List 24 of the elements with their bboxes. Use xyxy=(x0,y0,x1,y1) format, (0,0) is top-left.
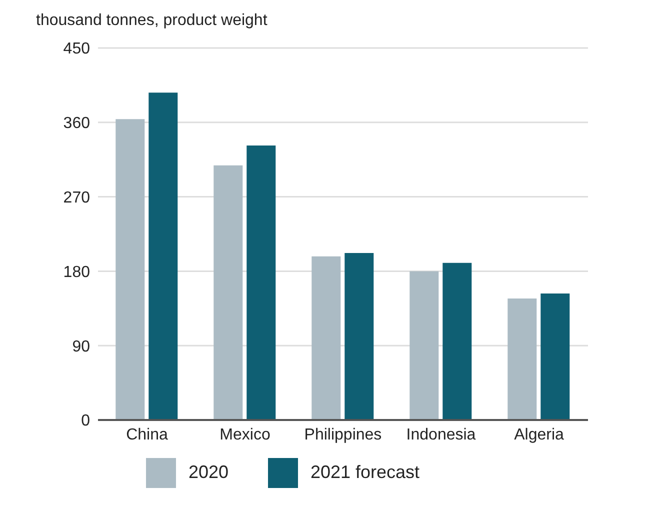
bar xyxy=(312,256,341,420)
bar xyxy=(442,262,472,420)
y-tick-label: 0 xyxy=(81,412,90,430)
y-tick-label: 90 xyxy=(72,338,90,356)
legend-label: 2020 xyxy=(188,462,228,482)
y-tick-label: 270 xyxy=(63,189,90,206)
y-tick-label: 360 xyxy=(63,115,90,132)
y-tick-label: 450 xyxy=(63,40,90,58)
bar xyxy=(540,294,570,420)
y-tick-label: 180 xyxy=(63,264,90,281)
x-tick-label: Algeria xyxy=(514,426,564,444)
bar xyxy=(214,165,243,420)
x-tick-label: Indonesia xyxy=(406,426,476,444)
bar xyxy=(116,119,145,420)
bar xyxy=(246,146,276,420)
bar xyxy=(410,271,439,420)
x-tick-label: Philippines xyxy=(304,426,382,444)
x-tick-label: Mexico xyxy=(220,426,270,444)
x-tick-label: China xyxy=(126,426,168,444)
bar xyxy=(148,92,178,420)
bar xyxy=(344,253,374,420)
legend-label: 2021 forecast xyxy=(310,462,420,482)
y-axis-title: thousand tonnes, product weight xyxy=(36,12,268,30)
bar xyxy=(508,298,537,420)
